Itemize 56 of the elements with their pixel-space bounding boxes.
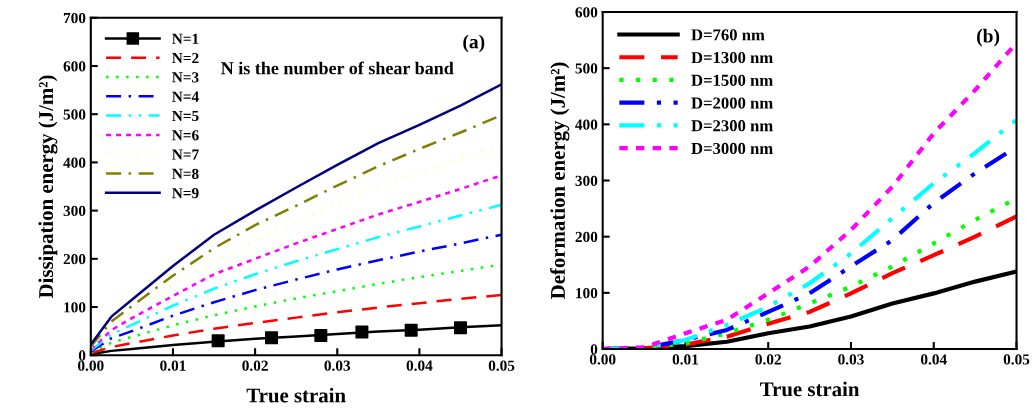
- x-tick-label: 0.05: [1003, 354, 1030, 365]
- x-tick-label: 0.03: [838, 354, 864, 365]
- x-tick-label: 0.03: [324, 360, 351, 371]
- legend-label: N=6: [172, 130, 199, 141]
- point: [355, 325, 369, 339]
- y-tick-label: 400: [63, 157, 86, 168]
- x-tick-label: 0.02: [755, 354, 781, 365]
- legend-label: D=1300 nm: [691, 51, 773, 64]
- annotation: N is the number of shear band: [221, 61, 454, 75]
- point: [314, 328, 328, 342]
- y-tick-label: 600: [63, 61, 86, 72]
- legend-label: D=2300 nm: [691, 120, 773, 132]
- legend-label: N=5: [172, 110, 199, 122]
- x-tick-label: 0.02: [242, 360, 268, 371]
- legend-label: D=3000 nm: [691, 142, 773, 155]
- y-tick-label: 600: [575, 7, 598, 18]
- x-tick-label: 0.00: [78, 360, 104, 371]
- legend-label: N=3: [172, 72, 199, 83]
- y-tick-label: 300: [575, 175, 598, 186]
- y-axis-title: Dissipation energy (J/m²): [38, 75, 58, 299]
- y-tick-label: 100: [64, 302, 86, 313]
- y-tick-label: 400: [575, 119, 598, 130]
- legend-label: D=2000 nm: [691, 97, 773, 109]
- y-tick-label: 200: [63, 253, 86, 265]
- y-tick-label: 700: [63, 12, 86, 24]
- y-tick-label: 200: [575, 231, 598, 243]
- legend-label: N=4: [172, 91, 199, 102]
- x-tick-label: 0.04: [920, 354, 947, 365]
- legend-label: D=1500 nm: [691, 74, 773, 86]
- legend-label: N=8: [172, 168, 199, 179]
- legend-label: N=2: [172, 52, 199, 64]
- x-axis-title: True strain: [760, 381, 860, 397]
- legend-label: N=7: [172, 149, 199, 160]
- y-tick-label: 0: [78, 350, 86, 361]
- point: [453, 321, 467, 335]
- x-axis-title: True strain: [246, 387, 346, 403]
- y-tick-label: 0: [590, 344, 598, 355]
- x-tick-label: 0.04: [406, 360, 433, 371]
- x-tick-label: 0.05: [488, 360, 515, 371]
- point: [404, 323, 418, 337]
- legend-label: N=1: [172, 33, 199, 44]
- legend-label: N=9: [172, 188, 199, 199]
- y-tick-label: 100: [576, 287, 598, 299]
- legend-label: D=760 nm: [691, 29, 765, 41]
- point: [265, 331, 279, 345]
- y-tick-label: 500: [575, 63, 598, 74]
- point: [211, 334, 225, 348]
- line-series: [90, 203, 502, 352]
- x-tick-label: 0.01: [672, 354, 699, 365]
- annotation: (b): [977, 28, 1000, 47]
- x-tick-label: 0.01: [160, 360, 186, 371]
- y-tick-label: 300: [63, 205, 86, 217]
- x-tick-label: 0.00: [589, 354, 616, 365]
- y-axis-title: Deformation energy (J/m²): [550, 62, 570, 299]
- annotation: (a): [463, 34, 485, 53]
- y-tick-label: 500: [63, 109, 86, 120]
